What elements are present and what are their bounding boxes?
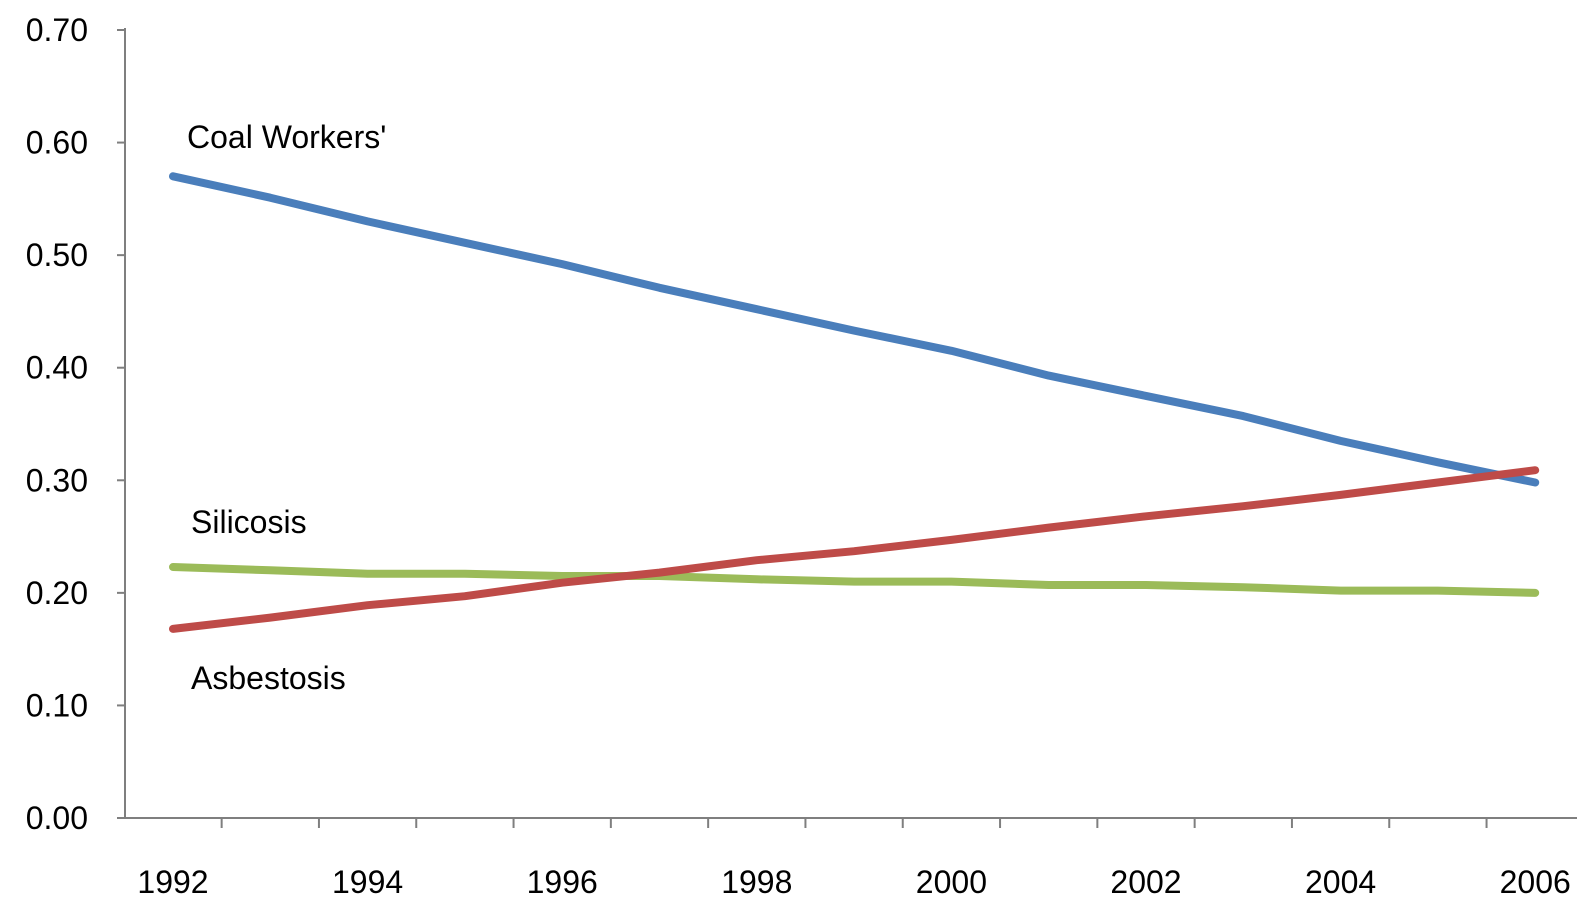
x-tick-label: 2002 (1110, 864, 1181, 900)
y-tick-label: 0.70 (26, 12, 88, 48)
series-labels: Coal Workers' Silicosis Asbestosis (187, 119, 386, 696)
x-tick-label: 2006 (1500, 864, 1571, 900)
y-tick-label: 0.40 (26, 350, 88, 386)
y-tick-label: 0.00 (26, 800, 88, 836)
x-tick-label: 2000 (916, 864, 987, 900)
x-ticks: 1992 1994 1996 1998 2000 2002 2004 2006 (137, 818, 1571, 900)
series-label-silicosis: Silicosis (191, 504, 307, 540)
x-tick-label: 2004 (1305, 864, 1376, 900)
y-tick-label: 0.10 (26, 687, 88, 723)
y-tick-label: 0.50 (26, 237, 88, 273)
series-line-2 (169, 466, 1540, 633)
series-label-coal-workers: Coal Workers' (187, 119, 386, 155)
y-ticks: 0.00 0.10 0.20 0.30 0.40 0.50 0.60 0.70 (26, 12, 125, 836)
series-label-asbestosis: Asbestosis (191, 660, 346, 696)
x-tick-label: 1992 (137, 864, 208, 900)
series-line-1 (169, 563, 1540, 597)
y-tick-label: 0.20 (26, 575, 88, 611)
series-lines (169, 172, 1540, 633)
x-tick-label: 1996 (527, 864, 598, 900)
y-tick-label: 0.30 (26, 462, 88, 498)
y-tick-label: 0.60 (26, 125, 88, 161)
x-tick-label: 1994 (332, 864, 403, 900)
series-line-0 (169, 172, 1540, 487)
x-tick-label: 1998 (721, 864, 792, 900)
axes (124, 28, 1577, 819)
